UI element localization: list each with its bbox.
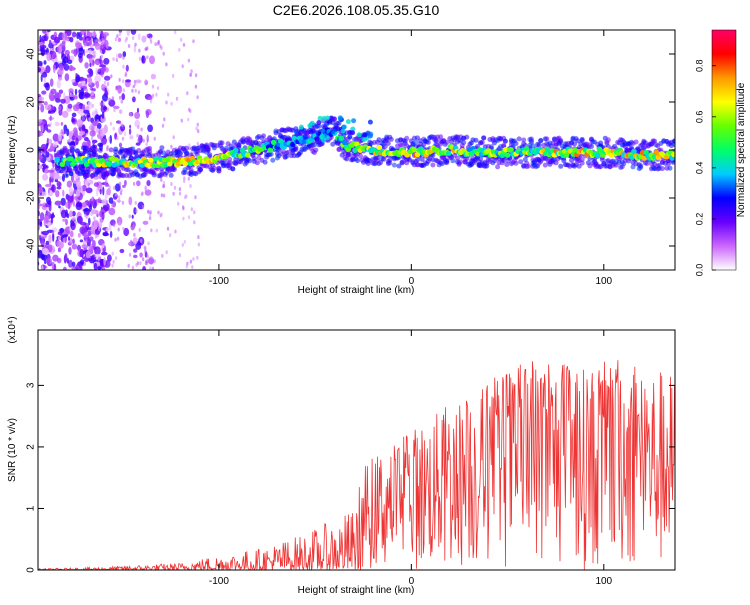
snr-frame (37, 329, 676, 571)
colorbar-tick-label: 0.4 (694, 162, 704, 175)
snr-y-axis-label: SNR (10 * v/v) (7, 418, 18, 482)
snr-panel: -100 0 100 0 1 2 3 Height of straight line (km… (7, 316, 676, 596)
spectrogram-y-tick-label: 20 (26, 96, 37, 108)
colorbar-ticks: 0.0 0.2 0.4 0.6 0.8 (694, 59, 716, 276)
colorbar-label: Normalized spectral amplitude (736, 82, 747, 217)
colorbar-tick-label: 0.6 (694, 111, 704, 124)
colorbar-tick-label: 0.2 (694, 213, 704, 226)
snr-y-tick-label: 2 (26, 444, 37, 450)
spectrogram-x-tick-label: 0 (409, 276, 415, 287)
snr-x-tick-label: 0 (409, 576, 415, 587)
figure-title: C2E6.2026.108.05.35.G10 (273, 2, 440, 18)
spectrogram-x-tick-label: 100 (595, 276, 612, 287)
spectrogram-y-tick-label: 0 (26, 147, 37, 153)
spectrogram-ticks: -100 0 100 -40 -20 0 20 40 (26, 30, 675, 287)
spectrogram-frame (37, 29, 676, 271)
snr-y-tick-label: 1 (26, 505, 37, 511)
spectrogram-y-tick-label: -40 (26, 238, 37, 253)
snr-scale-label: (x10⁴) (7, 316, 18, 343)
spectrogram-y-tick-label: 40 (26, 48, 37, 60)
colorbar: 0.0 0.2 0.4 0.6 0.8 Normalized spectral ampl… (694, 29, 747, 276)
snr-x-tick-label: 100 (595, 576, 612, 587)
colorbar-tick-label: 0.8 (694, 59, 704, 72)
colorbar-gradient (711, 29, 737, 271)
snr-series-line (38, 360, 675, 570)
spectrogram-x-tick-label: -100 (209, 276, 229, 287)
spectrogram-y-tick-label: -20 (26, 190, 37, 205)
spectrogram-y-axis-label: Frequency (Hz) (7, 116, 18, 185)
snr-y-tick-label: 3 (26, 382, 37, 388)
spectrogram-x-axis-label: Height of straight line (km) (298, 285, 415, 296)
snr-x-tick-label: -100 (209, 576, 229, 587)
spectrogram-heatmap (38, 30, 675, 270)
colorbar-tick-label: 0.0 (694, 264, 704, 277)
spectrogram-panel: -100 0 100 -40 -20 0 20 40 Height of straight l… (7, 29, 676, 296)
snr-y-tick-label: 0 (26, 567, 37, 573)
snr-x-axis-label: Height of straight line (km) (298, 585, 415, 596)
